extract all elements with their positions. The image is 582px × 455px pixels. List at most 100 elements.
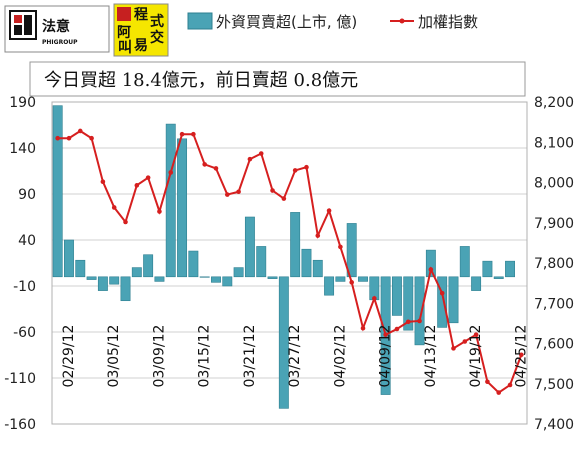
bar: [165, 123, 176, 278]
bar: [403, 276, 414, 331]
index-point: [66, 135, 72, 141]
right-tick-label: 7,600: [534, 337, 574, 353]
index-point: [338, 244, 343, 250]
bar: [143, 254, 154, 278]
index-point: [485, 379, 490, 385]
right-tick-label: 7,400: [534, 417, 574, 433]
left-axis: 190 140 90 40 -10 -60 -110 -160: [4, 95, 36, 433]
index-point: [100, 179, 106, 184]
headline-text: 今日買超 18.4億元，前日賣超 0.8億元: [44, 70, 358, 91]
logo-phigroup-text: 法意: [42, 18, 70, 35]
index-point: [202, 162, 207, 167]
x-tick-label: 04/09/12: [378, 325, 394, 388]
index-point: [157, 209, 162, 214]
index-point: [168, 170, 174, 175]
bar: [482, 260, 493, 278]
index-point: [55, 135, 60, 141]
index-point: [326, 208, 332, 213]
bar: [358, 276, 368, 282]
index-point: [462, 339, 468, 344]
bar: [267, 276, 278, 279]
right-tick-label: 7,500: [534, 377, 574, 393]
index-point: [213, 166, 219, 171]
bar: [278, 276, 289, 409]
index-point: [519, 352, 524, 358]
bar: [437, 276, 448, 328]
x-tick-label: 03/21/12: [242, 325, 258, 388]
index-point: [507, 382, 513, 388]
right-tick-label: 7,700: [534, 296, 574, 312]
index-point: [270, 188, 275, 193]
index-point: [304, 164, 309, 170]
left-tick-label: -160: [4, 417, 36, 433]
bar: [391, 276, 402, 316]
bar: [199, 276, 210, 278]
bar: [52, 105, 63, 278]
left-tick-label: -110: [4, 371, 36, 387]
index-point: [179, 131, 185, 137]
x-tick-label: 03/15/12: [197, 325, 213, 388]
index-point: [372, 296, 377, 301]
right-tick-label: 8,100: [534, 135, 574, 151]
index-point: [439, 290, 445, 296]
legend-line-marker: [399, 18, 405, 24]
right-tick-label: 8,200: [534, 95, 574, 111]
x-tick-label: 04/13/12: [423, 325, 439, 388]
left-tick-label: 90: [18, 187, 36, 203]
bar: [471, 276, 482, 291]
bar: [425, 249, 436, 278]
right-tick-label: 8,000: [534, 176, 574, 192]
bar: [109, 276, 120, 285]
index-point: [134, 183, 140, 188]
index-point: [77, 128, 83, 134]
index-point: [405, 319, 411, 325]
x-axis: 02/29/12 03/05/12 03/09/12 03/15/12 03/21/12…: [61, 325, 529, 388]
right-tick-label: 7,900: [534, 216, 574, 232]
index-point: [417, 318, 422, 324]
legend-line-label: 加權指數: [418, 13, 478, 31]
legend-bar-swatch: [187, 12, 213, 30]
right-tick-label: 7,800: [534, 256, 574, 272]
index-point: [292, 168, 298, 173]
bar: [335, 276, 346, 282]
bar: [505, 260, 515, 278]
bar: [301, 248, 312, 278]
index-point: [191, 131, 196, 137]
bar: [414, 276, 425, 346]
logo-char-6: 交: [150, 29, 164, 46]
bar: [120, 276, 131, 302]
index-point: [428, 267, 434, 272]
x-tick-label: 03/09/12: [151, 325, 167, 388]
index-point: [281, 196, 287, 201]
index-point: [473, 332, 479, 337]
x-tick-label: 04/19/12: [468, 325, 484, 388]
index-point: [349, 280, 355, 285]
left-tick-label: 40: [18, 233, 36, 249]
line-series: [55, 128, 524, 395]
logo-program-trade: 阿 程 式 叫 易 交: [113, 3, 169, 57]
logo-char-2: 程: [134, 7, 148, 23]
logo-char-3: 式: [150, 13, 164, 30]
x-tick-label: 03/27/12: [287, 325, 303, 388]
index-point: [496, 390, 502, 395]
index-point: [383, 332, 388, 337]
index-point: [394, 326, 400, 332]
bar: [177, 138, 188, 278]
bar: [188, 250, 199, 278]
index-point: [451, 346, 456, 351]
index-point: [145, 175, 151, 180]
headline-box: 今日買超 18.4億元，前日賣超 0.8億元: [29, 61, 526, 97]
legend-bar-label: 外資買賣超(上市, 億): [216, 13, 357, 31]
plot-area: [52, 102, 527, 424]
left-tick-label: 140: [9, 141, 36, 157]
index-point: [89, 135, 94, 141]
left-tick-label: 190: [9, 95, 36, 111]
x-tick-label: 02/29/12: [61, 325, 77, 388]
index-point: [258, 151, 264, 156]
index-point: [236, 189, 241, 195]
bar: [324, 276, 335, 296]
bar: [222, 276, 233, 287]
bar: [448, 276, 459, 324]
bar: [244, 216, 255, 278]
